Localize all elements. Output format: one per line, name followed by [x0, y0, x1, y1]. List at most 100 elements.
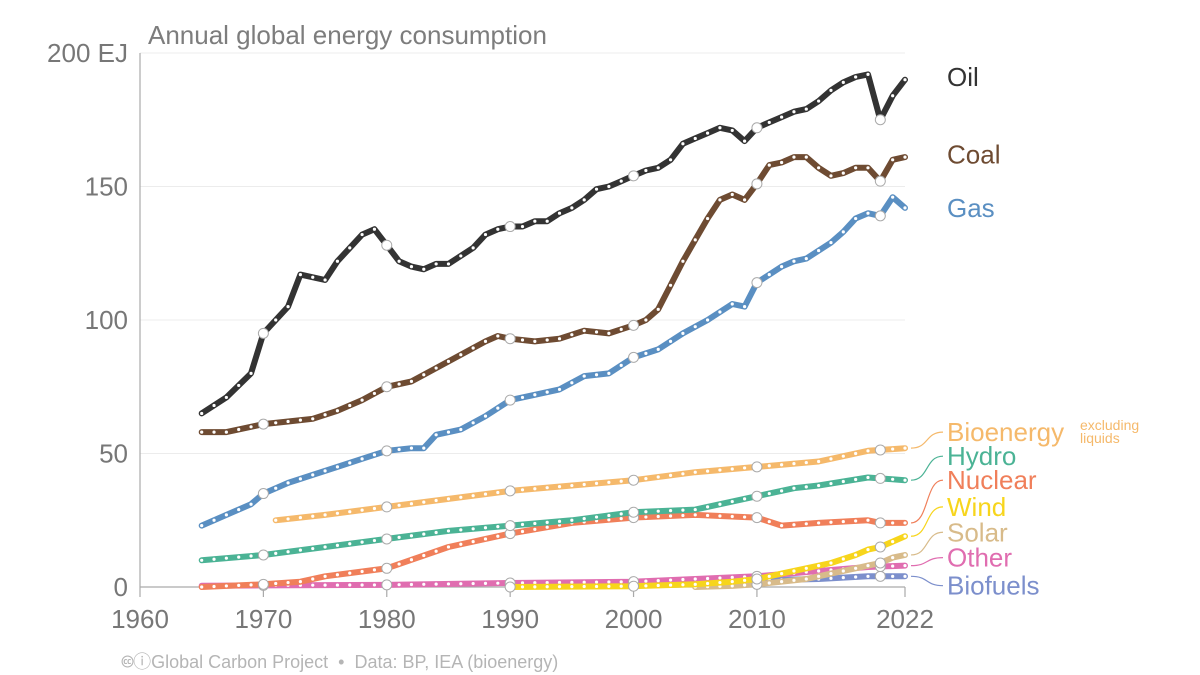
series-year-point: [360, 232, 364, 237]
series-year-point: [570, 206, 574, 210]
series-year-point: [298, 477, 303, 481]
series-year-point: [397, 382, 401, 386]
series-year-point: [854, 575, 858, 579]
series-year-point: [520, 581, 525, 585]
series-year-point: [644, 510, 648, 514]
series-year-point: [681, 472, 685, 476]
series-year-point: [422, 500, 426, 504]
series-year-point: [903, 78, 907, 82]
series-decade-marker: [381, 579, 393, 591]
series-line-oil: [198, 71, 908, 417]
series-label-gas: Gas: [947, 193, 995, 223]
series-year-point: [644, 515, 648, 519]
series-year-point: [841, 230, 845, 234]
series-year-point: [891, 477, 895, 481]
series-year-point: [705, 131, 710, 135]
series-decade-marker: [874, 444, 886, 456]
series-year-point: [348, 542, 352, 546]
series-year-point: [372, 538, 377, 543]
series-year-point: [903, 574, 907, 578]
series-year-point: [335, 409, 340, 413]
series-year-point: [619, 479, 623, 483]
series-year-point: [681, 583, 685, 587]
series-year-point: [483, 232, 488, 237]
series-year-point: [409, 582, 414, 587]
series-decade-marker: [874, 175, 886, 187]
series-year-point: [311, 275, 315, 279]
series-year-point: [841, 171, 845, 175]
series-decade-marker: [381, 239, 393, 251]
series-year-point: [607, 371, 611, 375]
series-year-point: [200, 523, 204, 528]
series-decade-marker: [381, 445, 393, 457]
series-year-point: [446, 359, 451, 363]
series-year-point: [520, 395, 525, 400]
series-year-point: [471, 494, 475, 498]
series-year-point: [397, 562, 401, 566]
series-year-point: [903, 478, 907, 482]
series-year-point: [607, 331, 611, 335]
series-year-point: [483, 526, 488, 530]
series-year-point: [866, 449, 870, 453]
series-year-point: [237, 555, 241, 559]
series-year-point: [804, 155, 808, 159]
series-year-point: [866, 564, 870, 568]
series-year-point: [619, 580, 623, 584]
series-line-coal: [198, 154, 908, 436]
series-decade-marker: [751, 277, 763, 289]
leader-line-bioenergy: [910, 431, 944, 449]
series-year-point: [693, 470, 697, 474]
series-year-point: [644, 351, 648, 355]
series-year-point: [323, 413, 327, 417]
series-year-point: [372, 583, 377, 587]
series-year-point: [903, 206, 907, 210]
series-decade-marker: [257, 578, 269, 590]
series-year-point: [817, 521, 821, 525]
series-year-point: [286, 419, 290, 424]
series-year-point: [545, 486, 549, 490]
series-year-point: [866, 211, 870, 215]
series-year-point: [656, 583, 660, 588]
series-decade-marker: [628, 580, 640, 592]
series-year-point: [841, 519, 845, 524]
series-year-point: [829, 520, 833, 524]
footer-data: Data: BP, IEA (bioenergy): [354, 652, 559, 672]
series-year-point: [607, 518, 611, 522]
series-year-point: [483, 537, 488, 541]
series-year-point: [705, 576, 710, 581]
series-decade-marker: [381, 381, 393, 393]
series-year-point: [274, 551, 278, 555]
series-year-point: [829, 572, 833, 576]
series-year-point: [792, 259, 796, 263]
leader-line-solar: [910, 531, 944, 556]
series-year-point: [496, 581, 500, 585]
series-year-point: [570, 333, 574, 337]
series-year-point: [767, 273, 771, 277]
series-decade-marker: [751, 178, 763, 190]
series-decade-marker: [504, 333, 516, 345]
series-year-point: [792, 486, 796, 490]
series-year-point: [434, 262, 438, 266]
series-year-point: [520, 338, 525, 342]
series-year-point: [705, 318, 710, 322]
series-year-point: [459, 542, 463, 546]
series-year-point: [557, 580, 562, 585]
series-year-point: [335, 465, 340, 469]
series-decade-marker: [628, 351, 640, 363]
series-gas: [198, 194, 908, 529]
series-decade-marker: [874, 114, 886, 126]
series-year-point: [200, 558, 204, 562]
series-line-hydro: [198, 474, 908, 564]
series-year-point: [360, 569, 364, 574]
x-tick-label: 2010: [728, 604, 786, 634]
series-label-nuclear: Nuclear: [947, 465, 1037, 495]
series-decade-marker: [874, 541, 886, 553]
series-year-point: [607, 184, 611, 189]
series-year-point: [742, 198, 747, 202]
series-year-point: [446, 430, 451, 434]
series-year-point: [311, 473, 315, 477]
series-year-point: [891, 556, 895, 560]
x-tick-label: 1960: [111, 604, 169, 634]
series-year-point: [817, 248, 821, 253]
